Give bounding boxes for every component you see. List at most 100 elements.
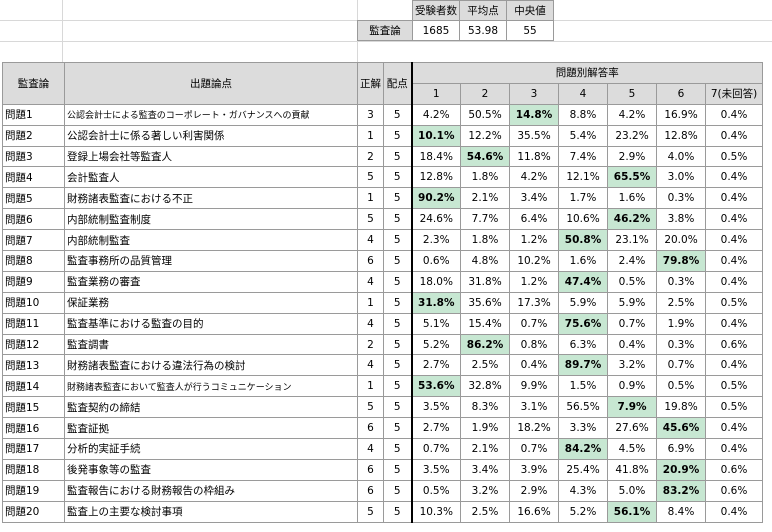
rate-cell[interactable]: 3.2% [607, 354, 657, 377]
correct-answer-cell[interactable]: 1 [357, 375, 384, 398]
rate-cell[interactable]: 2.7% [411, 417, 461, 440]
rate-cell[interactable]: 18.4% [411, 145, 461, 168]
rate-cell[interactable]: 0.4% [705, 124, 763, 147]
rate-cell[interactable]: 2.5% [460, 354, 510, 377]
question-cell[interactable]: 問題18 [2, 458, 65, 481]
rate-cell[interactable]: 0.4% [705, 354, 763, 377]
question-cell[interactable]: 問題6 [2, 208, 65, 231]
correct-answer-cell[interactable]: 1 [357, 124, 384, 147]
rate-cell[interactable]: 45.6% [656, 417, 706, 440]
rate-cell[interactable]: 0.4% [509, 354, 559, 377]
rate-cell[interactable]: 32.8% [460, 375, 510, 398]
rate-cell[interactable]: 56.5% [558, 396, 608, 419]
rate-cell[interactable]: 17.3% [509, 291, 559, 314]
rate-cell[interactable]: 54.6% [460, 145, 510, 168]
rate-cell[interactable]: 1.9% [460, 417, 510, 440]
rate-cell[interactable]: 1.5% [558, 375, 608, 398]
rate-cell[interactable]: 0.6% [705, 479, 763, 502]
rate-cell[interactable]: 0.6% [705, 333, 763, 356]
rate-cell[interactable]: 0.5% [411, 479, 461, 502]
correct-answer-cell[interactable]: 3 [357, 103, 384, 126]
rate-cell[interactable]: 53.6% [411, 375, 461, 398]
correct-answer-cell[interactable]: 2 [357, 333, 384, 356]
rate-cell[interactable]: 0.5% [705, 396, 763, 419]
rate-cell[interactable]: 46.2% [607, 208, 657, 231]
correct-answer-cell[interactable]: 4 [357, 354, 384, 377]
rate-cell[interactable]: 10.2% [509, 250, 559, 272]
rate-cell[interactable]: 2.7% [411, 354, 461, 377]
rate-cell[interactable]: 3.2% [460, 479, 510, 502]
topic-cell[interactable]: 会計監査人 [64, 166, 358, 189]
rate-cell[interactable]: 89.7% [558, 354, 608, 377]
rate-cell[interactable]: 0.4% [705, 103, 763, 126]
points-cell[interactable]: 5 [383, 270, 413, 293]
points-cell[interactable]: 5 [383, 417, 413, 440]
rate-cell[interactable]: 12.8% [656, 124, 706, 147]
rate-cell[interactable]: 0.4% [705, 438, 763, 460]
rate-cell[interactable]: 75.6% [558, 312, 608, 335]
rate-cell[interactable]: 0.7% [607, 312, 657, 335]
rate-cell[interactable]: 2.5% [656, 291, 706, 314]
rate-cell[interactable]: 5.2% [558, 500, 608, 523]
correct-answer-cell[interactable]: 1 [357, 291, 384, 314]
question-cell[interactable]: 問題10 [2, 291, 65, 314]
points-cell[interactable]: 5 [383, 291, 413, 314]
correct-answer-cell[interactable]: 5 [357, 396, 384, 419]
rate-cell[interactable]: 0.5% [705, 291, 763, 314]
question-cell[interactable]: 問題14 [2, 375, 65, 398]
rate-cell[interactable]: 4.5% [607, 438, 657, 460]
rate-cell[interactable]: 23.2% [607, 124, 657, 147]
points-cell[interactable]: 5 [383, 479, 413, 502]
rate-cell[interactable]: 3.4% [460, 458, 510, 481]
question-cell[interactable]: 問題20 [2, 500, 65, 523]
topic-cell[interactable]: 監査基準における監査の目的 [64, 312, 358, 335]
rate-cell[interactable]: 0.7% [656, 354, 706, 377]
rate-cell[interactable]: 10.1% [411, 124, 461, 147]
topic-cell[interactable]: 財務諸表監査において監査人が行うコミュニケーション [64, 375, 358, 398]
rate-cell[interactable]: 2.9% [607, 145, 657, 168]
question-cell[interactable]: 問題7 [2, 229, 65, 252]
rate-cell[interactable]: 8.3% [460, 396, 510, 419]
rate-cell[interactable]: 8.8% [558, 103, 608, 126]
rate-cell[interactable]: 8.4% [656, 500, 706, 523]
rate-cell[interactable]: 0.9% [607, 375, 657, 398]
rate-cell[interactable]: 24.6% [411, 208, 461, 231]
rate-cell[interactable]: 0.4% [705, 312, 763, 335]
rate-cell[interactable]: 0.3% [656, 333, 706, 356]
rate-cell[interactable]: 0.4% [705, 417, 763, 440]
rate-cell[interactable]: 79.8% [656, 250, 706, 272]
question-cell[interactable]: 問題15 [2, 396, 65, 419]
points-cell[interactable]: 5 [383, 145, 413, 168]
rate-cell[interactable]: 20.9% [656, 458, 706, 481]
rate-cell[interactable]: 19.8% [656, 396, 706, 419]
question-cell[interactable]: 問題19 [2, 479, 65, 502]
points-cell[interactable]: 5 [383, 187, 413, 210]
points-cell[interactable]: 5 [383, 354, 413, 377]
rate-cell[interactable]: 83.2% [656, 479, 706, 502]
rate-cell[interactable]: 0.6% [705, 458, 763, 481]
rate-cell[interactable]: 31.8% [460, 270, 510, 293]
topic-cell[interactable]: 監査業務の審査 [64, 270, 358, 293]
rate-cell[interactable]: 1.2% [509, 270, 559, 293]
question-cell[interactable]: 問題8 [2, 250, 65, 272]
rate-cell[interactable]: 12.2% [460, 124, 510, 147]
rate-cell[interactable]: 5.9% [558, 291, 608, 314]
question-cell[interactable]: 問題11 [2, 312, 65, 335]
rate-cell[interactable]: 5.4% [558, 124, 608, 147]
rate-cell[interactable]: 1.8% [460, 229, 510, 252]
rate-cell[interactable]: 2.3% [411, 229, 461, 252]
correct-answer-cell[interactable]: 5 [357, 208, 384, 231]
rate-cell[interactable]: 0.6% [411, 250, 461, 272]
rate-cell[interactable]: 23.1% [607, 229, 657, 252]
rate-cell[interactable]: 0.5% [656, 375, 706, 398]
topic-cell[interactable]: 内部統制監査 [64, 229, 358, 252]
correct-answer-cell[interactable]: 6 [357, 458, 384, 481]
rate-cell[interactable]: 50.5% [460, 103, 510, 126]
topic-cell[interactable]: 監査調書 [64, 333, 358, 356]
topic-cell[interactable]: 監査契約の締結 [64, 396, 358, 419]
rate-cell[interactable]: 7.7% [460, 208, 510, 231]
question-cell[interactable]: 問題17 [2, 438, 65, 460]
rate-cell[interactable]: 2.1% [460, 438, 510, 460]
rate-cell[interactable]: 10.6% [558, 208, 608, 231]
points-cell[interactable]: 5 [383, 312, 413, 335]
